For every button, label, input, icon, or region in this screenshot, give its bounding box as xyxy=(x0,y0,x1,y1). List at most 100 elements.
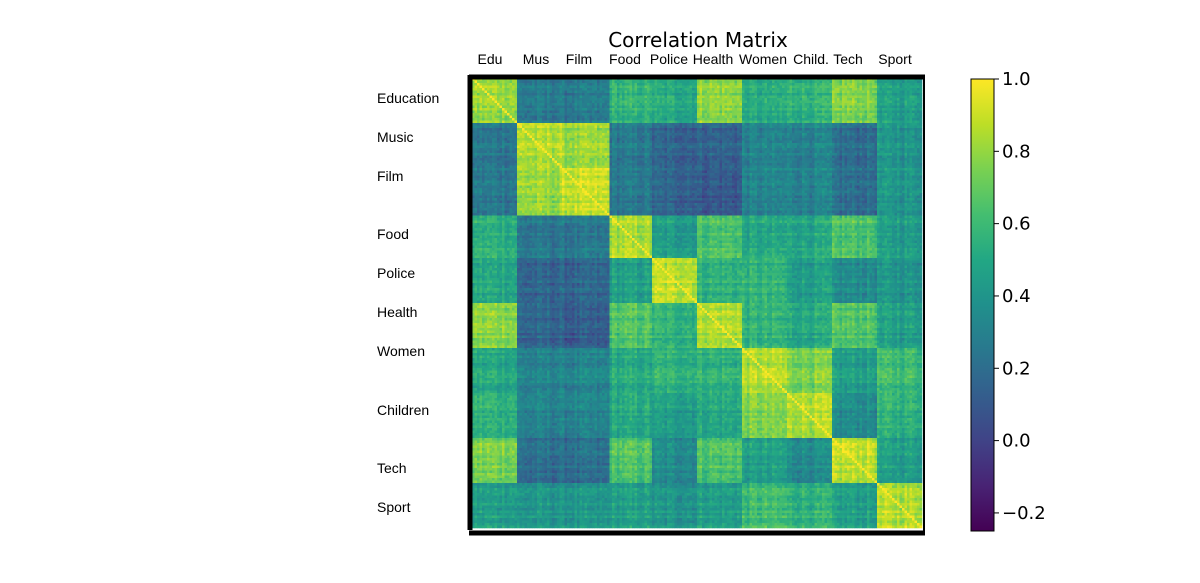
heatmap-cell xyxy=(690,91,693,94)
heatmap-cell xyxy=(725,143,728,146)
heatmap-cell xyxy=(572,121,575,124)
heatmap-cell xyxy=(602,133,605,136)
heatmap-cell xyxy=(827,83,830,86)
heatmap-cell xyxy=(810,103,813,106)
heatmap-cell xyxy=(507,101,510,104)
heatmap-cell xyxy=(900,88,903,91)
heatmap-cell xyxy=(745,116,748,119)
heatmap-cell xyxy=(537,113,540,116)
heatmap-cell xyxy=(750,123,753,126)
heatmap-cell xyxy=(702,86,705,89)
heatmap-cell xyxy=(727,91,730,94)
heatmap-cell xyxy=(765,118,768,121)
heatmap-cell xyxy=(877,131,880,134)
heatmap-cell xyxy=(545,91,548,94)
heatmap-cell xyxy=(487,81,490,84)
heatmap-cell xyxy=(785,113,788,116)
heatmap-cell xyxy=(702,138,705,141)
heatmap-cell xyxy=(687,123,690,126)
heatmap-cell xyxy=(587,93,590,96)
heatmap-cell xyxy=(890,108,893,111)
heatmap-cell xyxy=(602,93,605,96)
heatmap-cell xyxy=(867,118,870,121)
heatmap-cell xyxy=(822,96,825,99)
heatmap-cell xyxy=(832,118,835,121)
heatmap-cell xyxy=(845,103,848,106)
heatmap-cell xyxy=(687,96,690,99)
heatmap-cell xyxy=(735,111,738,114)
heatmap-cell xyxy=(917,118,920,121)
heatmap-cell xyxy=(672,143,675,146)
heatmap-cell xyxy=(545,93,548,96)
heatmap-cell xyxy=(585,101,588,104)
heatmap-cell xyxy=(600,81,603,84)
heatmap-cell xyxy=(577,116,580,119)
heatmap-cell xyxy=(720,111,723,114)
heatmap-cell xyxy=(732,113,735,116)
heatmap-cell xyxy=(852,138,855,141)
heatmap-cell xyxy=(642,83,645,86)
heatmap-cell xyxy=(515,91,518,94)
heatmap-cell xyxy=(877,88,880,91)
heatmap-cell xyxy=(715,83,718,86)
heatmap-cell xyxy=(517,106,520,109)
heatmap-cell xyxy=(747,141,750,144)
heatmap-cell xyxy=(542,121,545,124)
heatmap-cell xyxy=(650,98,653,101)
heatmap-cell xyxy=(697,133,700,136)
heatmap-cell xyxy=(687,138,690,141)
heatmap-cell xyxy=(522,103,525,106)
heatmap-cell xyxy=(802,131,805,134)
heatmap-cell xyxy=(867,136,870,139)
heatmap-cell xyxy=(890,143,893,146)
heatmap-cell xyxy=(750,108,753,111)
heatmap-cell xyxy=(562,81,565,84)
heatmap-cell xyxy=(685,108,688,111)
heatmap-cell xyxy=(920,103,923,106)
heatmap-cell xyxy=(812,138,815,141)
heatmap-cell xyxy=(677,131,680,134)
heatmap-cell xyxy=(525,111,528,114)
heatmap-cell xyxy=(732,96,735,99)
heatmap-cell xyxy=(775,103,778,106)
heatmap-cell xyxy=(772,138,775,141)
heatmap-cell xyxy=(530,141,533,144)
heatmap-cell xyxy=(850,113,853,116)
heatmap-cell xyxy=(532,108,535,111)
heatmap-cell xyxy=(665,128,668,131)
heatmap-cell xyxy=(675,131,678,134)
heatmap-cell xyxy=(655,136,658,139)
heatmap-cell xyxy=(900,81,903,84)
heatmap-cell xyxy=(477,141,480,144)
heatmap-cell xyxy=(545,138,548,141)
heatmap-cell xyxy=(900,113,903,116)
heatmap-cell xyxy=(685,131,688,134)
heatmap-cell xyxy=(770,128,773,131)
heatmap-cell xyxy=(912,106,915,109)
heatmap-cell xyxy=(812,108,815,111)
heatmap-cell xyxy=(685,91,688,94)
heatmap-cell xyxy=(840,136,843,139)
heatmap-cell xyxy=(847,96,850,99)
heatmap-cell xyxy=(905,98,908,101)
heatmap-cell xyxy=(675,103,678,106)
heatmap-cell xyxy=(595,106,598,109)
heatmap-cell xyxy=(502,133,505,136)
heatmap-cell xyxy=(562,113,565,116)
heatmap-cell xyxy=(752,123,755,126)
heatmap-cell xyxy=(692,106,695,109)
heatmap-cell xyxy=(490,101,493,104)
heatmap-cell xyxy=(602,81,605,84)
heatmap-cell xyxy=(755,98,758,101)
heatmap-cell xyxy=(832,136,835,139)
heatmap-cell xyxy=(717,121,720,124)
heatmap-cell xyxy=(655,86,658,89)
heatmap-cell xyxy=(807,83,810,86)
heatmap-cell xyxy=(617,103,620,106)
heatmap-cell xyxy=(742,128,745,131)
heatmap-cell xyxy=(917,108,920,111)
heatmap-cell xyxy=(692,111,695,114)
heatmap-cell xyxy=(917,123,920,126)
heatmap-cell xyxy=(530,93,533,96)
heatmap-cell xyxy=(580,93,583,96)
